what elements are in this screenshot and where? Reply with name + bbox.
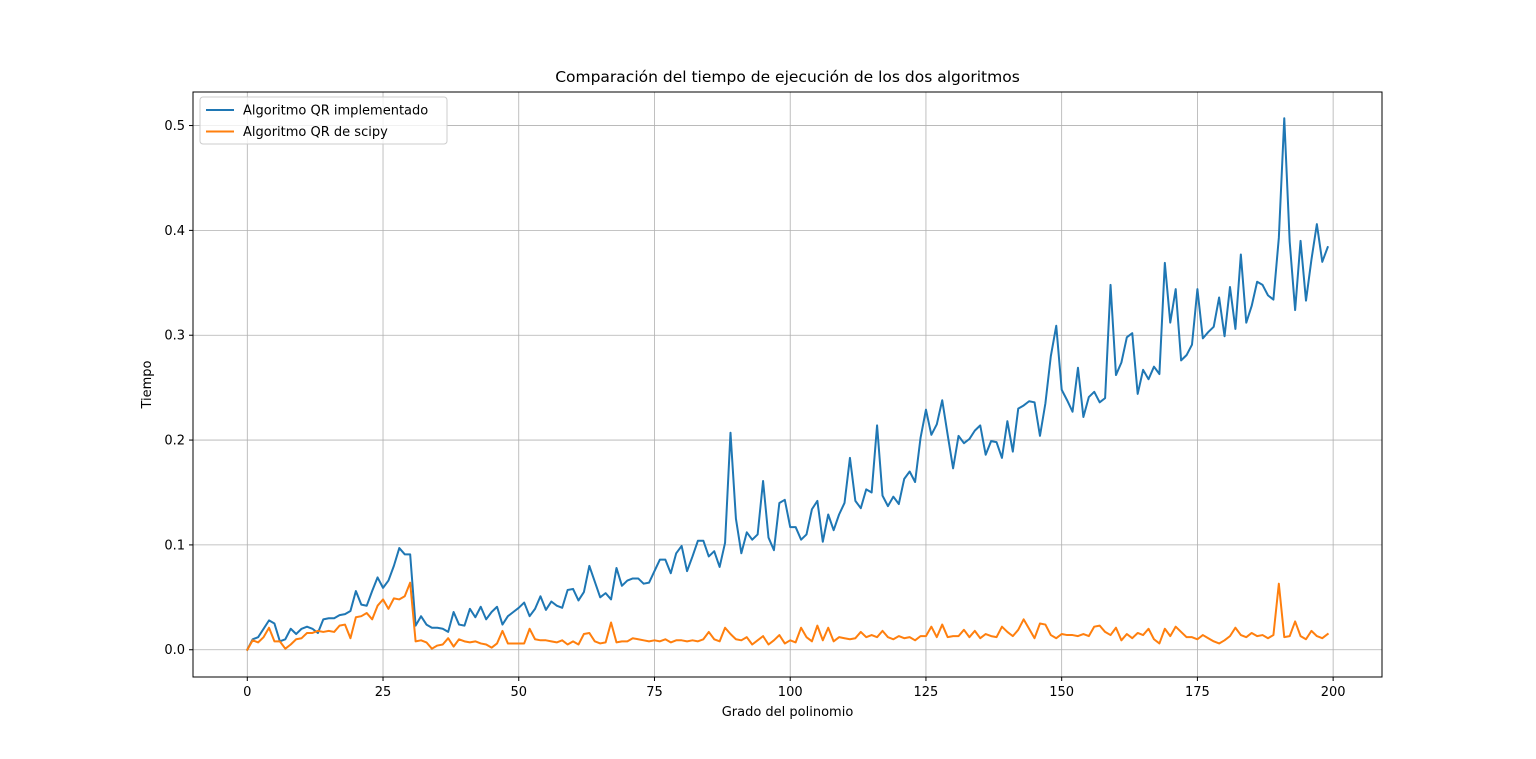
x-tick-label: 100: [778, 685, 803, 700]
legend-label-qr-implementado: Algoritmo QR implementado: [243, 104, 428, 119]
y-tick-label: 0.0: [164, 643, 185, 658]
x-tick-label: 125: [914, 685, 939, 700]
x-tick-label: 200: [1321, 685, 1346, 700]
y-tick-label: 0.4: [164, 224, 185, 239]
grid-lines: [193, 92, 1382, 677]
y-tick-label: 0.2: [164, 434, 185, 449]
series-lines: [245, 117, 1330, 652]
y-tick-label: 0.1: [164, 538, 185, 553]
x-tick-label: 150: [1049, 685, 1074, 700]
y-axis-label: Tiempo: [140, 360, 155, 409]
x-tick-label: 50: [510, 685, 527, 700]
x-tick-label: 75: [646, 685, 663, 700]
y-tick-label: 0.3: [164, 329, 185, 344]
y-tick-label: 0.5: [164, 119, 185, 134]
x-axis-label: Grado del polinomio: [722, 705, 854, 720]
x-tick-label: 175: [1185, 685, 1210, 700]
axes-frame: [192, 91, 1383, 678]
legend-box: [199, 96, 448, 145]
axis-ticks: 0 25 50 75 100 125 150 175 200 0.0 0.1 0.2 0.3 0.4 0.5: [164, 119, 1345, 700]
x-tick-label: 0: [243, 685, 251, 700]
legend-label-qr-scipy: Algoritmo QR de scipy: [243, 125, 388, 140]
series-line-1: [245, 581, 1330, 652]
legend: Algoritmo QR implementado Algoritmo QR d…: [199, 96, 448, 145]
chart-title: Comparación del tiempo de ejecución de l…: [555, 68, 1020, 86]
x-tick-label: 25: [375, 685, 392, 700]
series-line-0: [245, 117, 1329, 652]
